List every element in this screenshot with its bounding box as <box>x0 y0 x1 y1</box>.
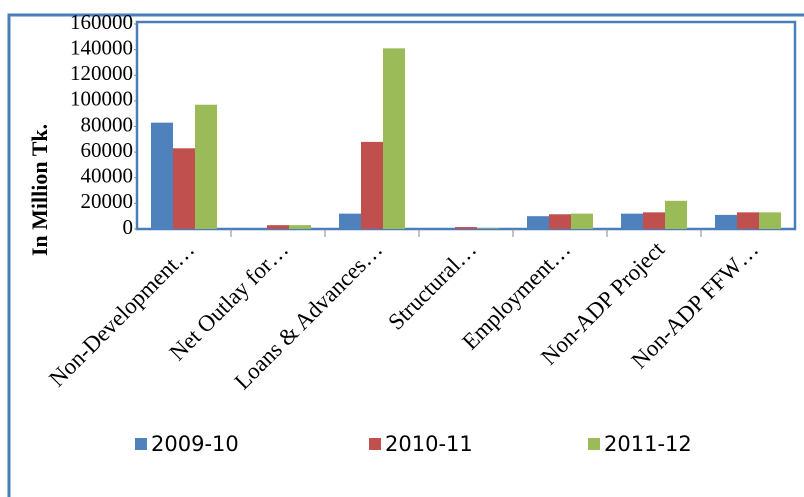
bar <box>759 212 781 229</box>
y-tick-label: 20000 <box>81 189 134 213</box>
legend-swatch <box>135 438 147 450</box>
bar <box>339 213 361 229</box>
bar <box>289 225 311 229</box>
bar <box>549 214 571 229</box>
y-tick-label: 60000 <box>81 138 134 162</box>
y-tick-label: 80000 <box>81 112 134 136</box>
bar <box>737 212 759 229</box>
legend-swatch <box>588 438 600 450</box>
y-tick-label: 100000 <box>70 87 133 111</box>
y-axis-label: In Million Tk. <box>27 124 52 256</box>
bar <box>267 225 289 229</box>
y-tick-label: 160000 <box>70 10 133 34</box>
bar <box>383 48 405 229</box>
bar <box>571 213 593 229</box>
y-tick-label: 120000 <box>70 61 133 85</box>
legend-label: 2010-11 <box>385 432 473 456</box>
bar <box>477 228 499 229</box>
y-tick-label: 0 <box>123 215 134 239</box>
bar <box>665 200 687 229</box>
bar <box>245 228 267 229</box>
y-tick-label: 140000 <box>70 35 133 59</box>
bar <box>715 214 737 229</box>
chart-frame <box>7 13 804 497</box>
bar <box>643 212 665 229</box>
y-tick-label: 40000 <box>81 164 134 188</box>
bar <box>455 227 477 229</box>
bar <box>361 141 383 229</box>
legend-swatch <box>369 438 381 450</box>
bar <box>151 122 173 229</box>
bar <box>173 148 195 229</box>
bar <box>195 104 217 229</box>
bar <box>621 213 643 229</box>
legend-label: 2009-10 <box>151 432 239 456</box>
legend-label: 2011-12 <box>604 432 692 456</box>
bar <box>527 216 549 229</box>
